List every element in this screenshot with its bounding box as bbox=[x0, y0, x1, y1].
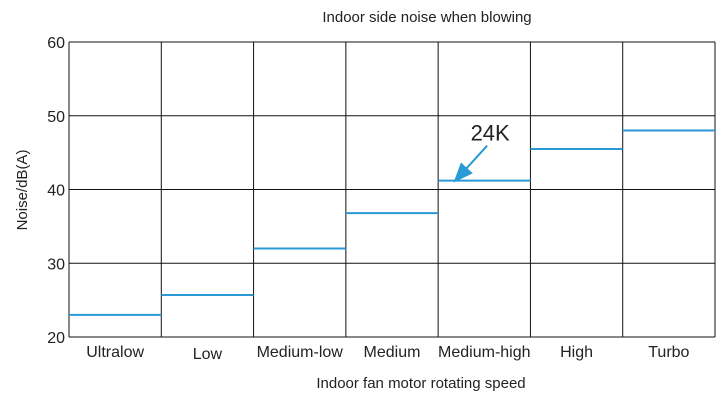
y-tick-label-50: 50 bbox=[47, 109, 65, 126]
y-tick-label-40: 40 bbox=[47, 183, 65, 200]
x-category-label: Medium-low bbox=[257, 344, 344, 361]
annotations: 24K bbox=[453, 121, 510, 183]
annotation-arrow bbox=[453, 144, 488, 183]
x-axis-categories: Ultralow Low Medium-low Medium Medium-high Hi… bbox=[86, 344, 689, 363]
x-category-label: High bbox=[560, 344, 593, 361]
x-category-label: Ultralow bbox=[86, 344, 144, 361]
x-category-label: Low bbox=[193, 346, 223, 363]
annotation-label: 24K bbox=[471, 121, 510, 146]
x-category-label: Medium-high bbox=[438, 344, 530, 361]
x-category-label: Medium bbox=[364, 344, 421, 361]
y-tick-label-60: 60 bbox=[47, 35, 65, 52]
y-axis-ticks: 20 30 40 50 60 bbox=[47, 35, 65, 347]
y-tick-label-30: 30 bbox=[47, 256, 65, 273]
noise-series bbox=[69, 129, 715, 316]
y-axis-label: Noise/dB(A) bbox=[14, 150, 31, 231]
x-category-label: Turbo bbox=[648, 344, 689, 361]
plot-grid bbox=[68, 41, 716, 338]
chart-title: Indoor side noise when blowing bbox=[322, 9, 531, 26]
x-axis-label: Indoor fan motor rotating speed bbox=[316, 375, 525, 392]
y-tick-label-20: 20 bbox=[47, 330, 65, 347]
